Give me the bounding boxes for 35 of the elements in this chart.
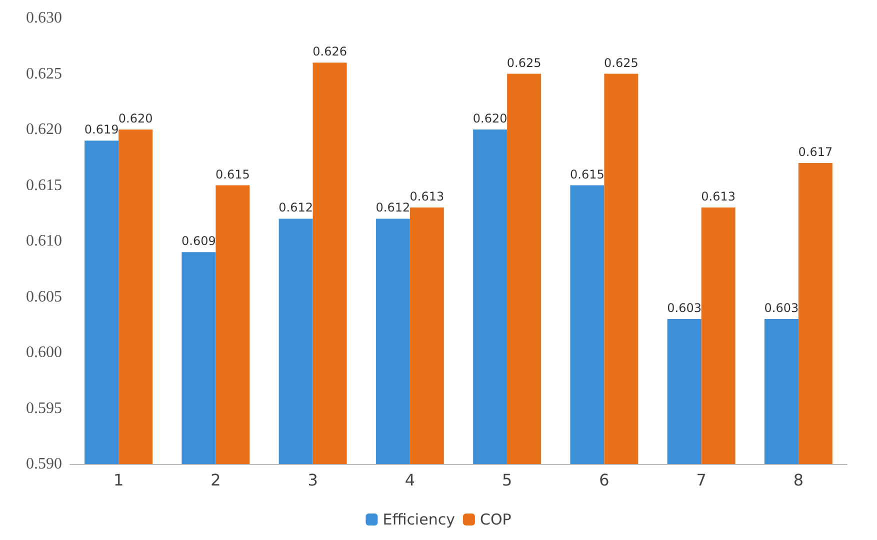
y-tick-label: 0.590 <box>26 456 62 472</box>
y-tick-label: 0.600 <box>26 344 62 361</box>
y-tick-label: 0.595 <box>26 400 62 417</box>
x-tick-label: 7 <box>696 470 706 490</box>
legend-label: Efficiency <box>382 510 456 528</box>
data-label: 0.615 <box>216 167 250 182</box>
data-label: 0.612 <box>278 200 313 215</box>
data-label: 0.620 <box>118 112 153 126</box>
x-tick-label: 2 <box>210 470 221 490</box>
x-tick-label: 6 <box>599 470 610 490</box>
x-tick-label: 5 <box>502 470 512 490</box>
y-tick-label: 0.630 <box>26 10 62 26</box>
data-label: 0.625 <box>506 56 542 70</box>
data-label: 0.603 <box>764 301 799 316</box>
y-tick-label: 0.615 <box>26 176 62 194</box>
data-label: 0.612 <box>376 200 410 215</box>
x-tick-label: 3 <box>308 470 318 490</box>
data-label: 0.619 <box>84 122 119 137</box>
data-label: 0.625 <box>604 56 638 70</box>
data-label: 0.603 <box>667 301 702 316</box>
data-label: 0.620 <box>472 112 508 126</box>
x-tick-label: 1 <box>113 470 124 490</box>
data-label: 0.626 <box>312 44 347 59</box>
x-tick-label: 4 <box>404 470 416 490</box>
y-tick-label: 0.620 <box>26 121 62 138</box>
x-tick-label: 8 <box>793 470 804 490</box>
data-label: 0.613 <box>410 190 444 204</box>
legend-label: COP <box>480 510 512 528</box>
data-label: 0.613 <box>701 190 736 204</box>
data-label: 0.617 <box>798 144 833 159</box>
data-label: 0.615 <box>570 167 604 182</box>
data-label: 0.609 <box>182 234 216 248</box>
y-tick-label: 0.605 <box>26 288 62 306</box>
y-tick-label: 0.625 <box>26 65 62 82</box>
y-tick-label: 0.610 <box>26 232 62 250</box>
